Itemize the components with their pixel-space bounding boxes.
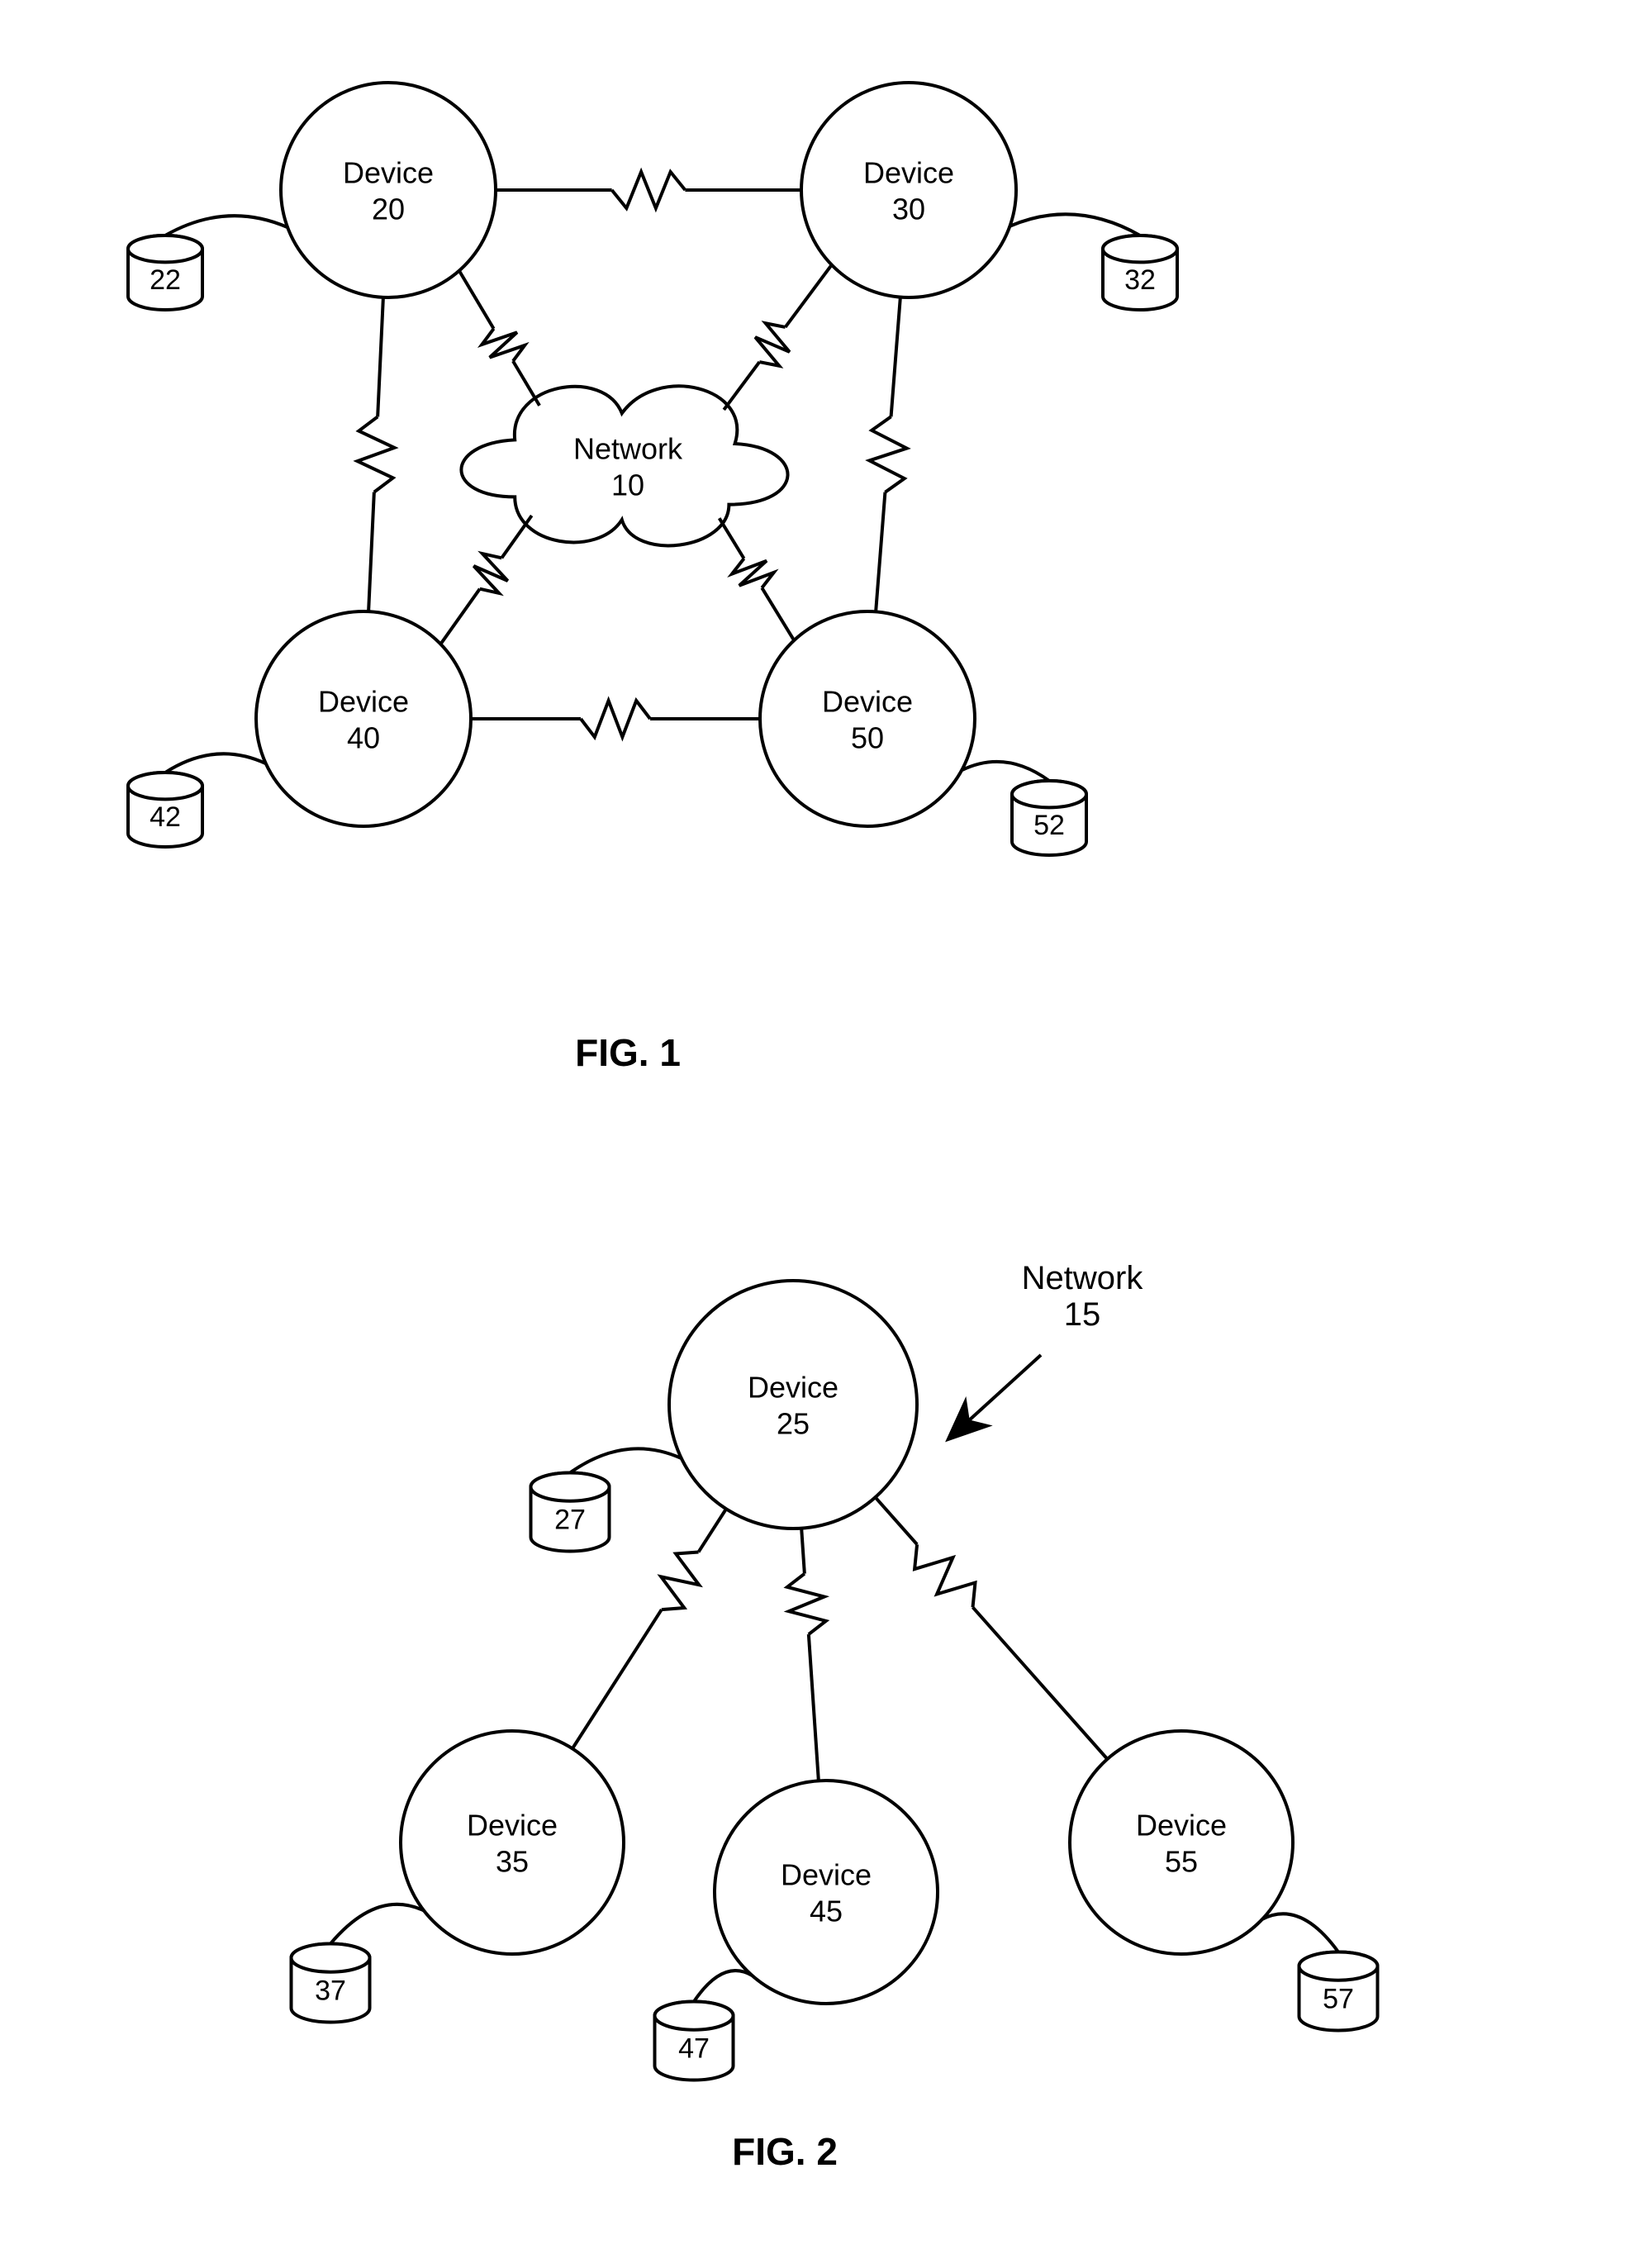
device-id: 40: [347, 721, 380, 755]
device-id: 30: [892, 193, 925, 226]
cloud-id: 10: [611, 468, 644, 502]
db-connector: [165, 754, 266, 773]
bolt-icon: [755, 323, 790, 366]
database-id: 42: [150, 801, 181, 833]
database-icon: 52: [1012, 781, 1086, 855]
device-node: Device45: [715, 1781, 938, 2004]
device-label: Device: [748, 1371, 839, 1405]
device-id: 20: [372, 193, 405, 226]
device-id: 35: [496, 1845, 529, 1879]
db-connector: [1262, 1914, 1338, 1952]
device-label: Device: [863, 156, 954, 190]
bolt-icon: [473, 554, 507, 593]
db-connector: [165, 216, 287, 235]
database-icon: 32: [1103, 235, 1177, 310]
database-icon: 57: [1299, 1952, 1378, 2031]
network-label: Network: [1022, 1260, 1144, 1296]
device-id: 25: [777, 1407, 810, 1441]
device-node: Device50: [760, 611, 975, 826]
cloud-link: [720, 518, 795, 640]
device-label: Device: [1136, 1809, 1227, 1842]
bolt-icon: [612, 172, 686, 208]
device-label: Device: [822, 685, 913, 719]
figure-1: Network10Device2022Device3032Device4042D…: [128, 83, 1177, 1074]
database-id: 47: [678, 2033, 710, 2064]
database-id: 52: [1033, 810, 1065, 841]
device-id: 50: [851, 721, 884, 755]
database-icon: 42: [128, 773, 202, 847]
bolt-icon: [482, 329, 525, 361]
database-id: 32: [1124, 264, 1156, 296]
db-connector: [330, 1904, 424, 1944]
cloud-link: [459, 271, 539, 406]
device-link: [496, 172, 801, 208]
network-id: 15: [1064, 1296, 1101, 1333]
database-icon: 47: [655, 2002, 734, 2080]
database-id: 37: [315, 1975, 346, 2006]
bolt-icon: [661, 1552, 699, 1609]
cloud-label: Network: [573, 432, 683, 466]
network-arrow: [950, 1355, 1041, 1438]
device-link: [869, 297, 906, 612]
database-icon: 37: [292, 1944, 370, 2023]
bolt-icon: [358, 416, 395, 492]
device-node: Device55: [1070, 1731, 1293, 1954]
device-label: Device: [318, 685, 409, 719]
database-icon: 22: [128, 235, 202, 310]
device-link: [358, 297, 395, 611]
db-connector: [962, 762, 1049, 781]
bolt-icon: [581, 701, 650, 737]
database-id: 27: [554, 1504, 586, 1535]
figure-caption: FIG. 1: [575, 1031, 681, 1074]
device-node: Device25: [669, 1281, 917, 1529]
db-connector: [1010, 214, 1140, 235]
device-label: Device: [467, 1809, 558, 1842]
tree-link: [787, 1529, 826, 1781]
tree-link: [876, 1497, 1108, 1759]
device-link: [471, 701, 760, 737]
database-id: 57: [1323, 1983, 1354, 2014]
device-label: Device: [781, 1858, 872, 1892]
figure-caption: FIG. 2: [732, 2130, 838, 2173]
bolt-icon: [915, 1544, 975, 1607]
device-id: 55: [1165, 1845, 1198, 1879]
cloud-link: [440, 516, 531, 644]
device-node: Device40: [256, 611, 471, 826]
device-node: Device20: [281, 83, 496, 297]
database-icon: 27: [531, 1473, 610, 1552]
database-id: 22: [150, 264, 181, 296]
network-cloud: Network10: [461, 386, 787, 545]
cloud-link: [724, 265, 831, 410]
bolt-icon: [787, 1574, 826, 1634]
figure-2: Device2527Device3537Device4547Device5557…: [292, 1260, 1378, 2173]
db-connector: [570, 1448, 682, 1472]
device-node: Device30: [801, 83, 1016, 297]
device-label: Device: [343, 156, 434, 190]
db-connector: [694, 1971, 752, 2001]
device-id: 45: [810, 1895, 843, 1928]
bolt-icon: [732, 559, 774, 587]
device-node: Device35: [401, 1731, 624, 1954]
bolt-icon: [869, 416, 906, 492]
